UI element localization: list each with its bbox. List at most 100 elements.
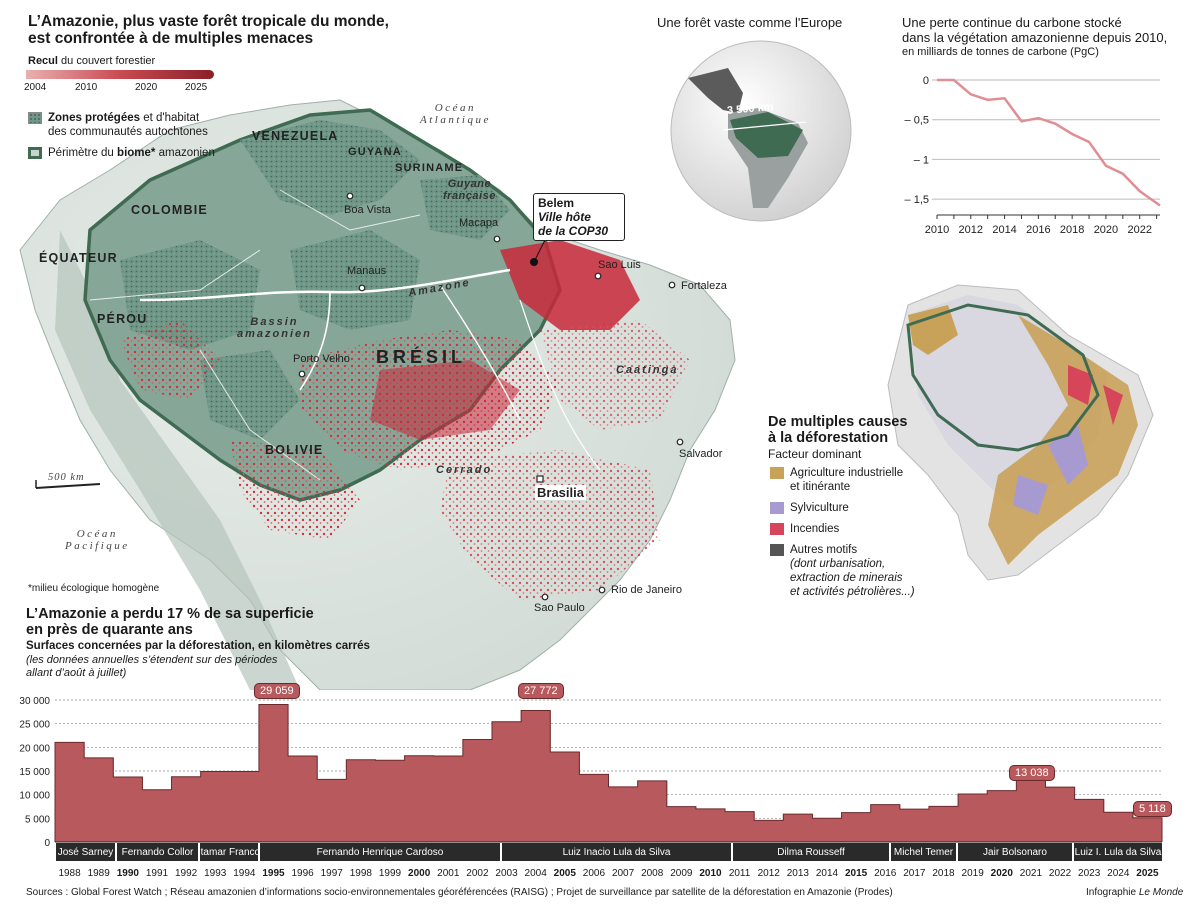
- forest-gradient-bar: [26, 70, 214, 79]
- year-label: 1997: [320, 868, 343, 879]
- agriculture-swatch-icon: [770, 467, 784, 479]
- sylviculture-swatch-icon: [770, 502, 784, 514]
- bar-2011: [725, 811, 755, 842]
- cause-sylviculture-label: Sylviculture: [790, 502, 849, 514]
- bar-1988: [55, 742, 85, 842]
- year-label: 2018: [932, 868, 955, 879]
- city-salvador: Salvador: [679, 448, 723, 460]
- year-2010: 2010: [75, 82, 98, 93]
- biome-legend-bold: biome*: [117, 147, 156, 159]
- footnote: *milieu écologique homogène: [28, 583, 160, 594]
- year-label: 2012: [757, 868, 780, 879]
- year-label: 2002: [466, 868, 489, 879]
- causes-subtitle: Facteur dominant: [768, 447, 862, 461]
- year-label: 1988: [58, 868, 81, 879]
- bar-1993: [200, 771, 231, 842]
- bar-2010: [695, 808, 726, 842]
- carbon-ytick-label: – 1,5: [905, 194, 929, 206]
- year-label: 1994: [233, 868, 256, 879]
- bar-2001: [433, 756, 464, 842]
- bar-2025: [1132, 817, 1163, 842]
- incendies-swatch-icon: [770, 523, 784, 535]
- globe: [670, 40, 852, 222]
- president-cardoso: Fernando Henrique Cardoso: [260, 843, 500, 861]
- year-label: 2006: [582, 868, 606, 879]
- bar-note-line1: (les données annuelles s’étendent sur de…: [26, 654, 278, 666]
- ocean-atl-line2: Atlantique: [420, 114, 491, 126]
- belem-line2: de la COP30: [538, 224, 609, 238]
- bar-2007: [608, 786, 639, 842]
- bar-2002: [462, 739, 493, 842]
- belem-callout: Belem Ville hôte de la COP30: [533, 193, 625, 241]
- year-label: 2019: [961, 868, 984, 879]
- cause-agriculture-line2: et itinérante: [790, 481, 851, 493]
- president-rousseff: Dilma Rousseff: [733, 843, 889, 861]
- ocean-atl-line1: Océan: [434, 102, 477, 114]
- year-label: 2020: [990, 868, 1013, 879]
- bar-1999: [375, 760, 406, 842]
- bar-ytick-label: 20 000: [19, 743, 50, 754]
- carbon-title: Une perte continue du carbone stocké dan…: [902, 15, 1167, 60]
- bar-ytick-label: 30 000: [19, 696, 50, 707]
- city-porto-velho: Porto Velho: [293, 353, 350, 365]
- bar-2019: [958, 794, 988, 842]
- causes-title: De multiples causes à la déforestation: [768, 414, 907, 446]
- forest-legend-title-bold: Recul: [28, 55, 58, 67]
- label-venezuela: VENEZUELA: [252, 129, 339, 143]
- carbon-line-chart: 0 – 0,5 – 1 – 1,5 2010 2012 2014 2016 2018 2020 20…: [905, 75, 1161, 236]
- year-label: 2025: [1136, 868, 1159, 879]
- protected-legend-bold: Zones protégées: [48, 112, 141, 124]
- label-guyana: GUYANA: [348, 146, 402, 158]
- year-label: 2013: [786, 868, 809, 879]
- causes-map: [887, 284, 1154, 581]
- carbon-series-line: [937, 78, 1161, 207]
- bar-1990: [113, 777, 143, 842]
- belem-name: Belem: [538, 196, 575, 210]
- year-2004: 2004: [24, 82, 47, 93]
- year-label: 2010: [699, 868, 722, 879]
- year-label: 2016: [874, 868, 897, 879]
- label-bassin: Bassin amazonien: [237, 316, 312, 340]
- label-guyane: Guyane française: [443, 178, 496, 202]
- bar-1989: [84, 757, 114, 842]
- cause-autres: Autres motifs (dont urbanisation, extrac…: [770, 543, 970, 599]
- bar-2005: [550, 752, 580, 842]
- year-label: 2007: [611, 868, 635, 879]
- bar-2014: [812, 818, 843, 842]
- cause-autres-line1: Autres motifs: [790, 544, 858, 556]
- bar-ytick-label: 5 000: [25, 814, 50, 825]
- ocean-pac-line1: Océan: [76, 528, 118, 540]
- bar-2015: [841, 812, 872, 842]
- biome-legend-rest2: amazonien: [158, 147, 215, 159]
- globe-title: Une forêt vaste comme l'Europe: [657, 15, 843, 30]
- carbon-ytick-label: – 0,5: [905, 115, 929, 127]
- label-bresil: BRÉSIL: [376, 347, 467, 367]
- president-temer: Michel Temer: [891, 843, 956, 861]
- bar-ytick-label: 0: [44, 838, 50, 849]
- forest-legend-years: 2004 2010 2020 2025: [20, 82, 220, 94]
- year-label: 2022: [1048, 868, 1072, 879]
- cause-autres-line2: (dont urbanisation,: [790, 558, 886, 570]
- city-fortaleza: Fortaleza: [681, 280, 727, 292]
- year-label: 1992: [174, 868, 198, 879]
- bar-2000: [404, 755, 435, 842]
- bar-title-line2: en près de quarante ans: [26, 622, 193, 638]
- year-label: 2003: [495, 868, 518, 879]
- forest-legend-title: Recul du couvert forestier: [28, 55, 155, 67]
- year-label: 1990: [116, 868, 139, 879]
- main-title-line2: est confrontée à de multiples menaces: [28, 30, 314, 47]
- bar-2017: [899, 809, 930, 842]
- year-label: 1989: [87, 868, 110, 879]
- carbon-xtick-label: 2012: [959, 224, 983, 236]
- bar-2006: [579, 774, 609, 842]
- year-label: 1995: [262, 868, 285, 879]
- cause-autres-line3: extraction de minerais: [790, 572, 903, 584]
- bar-2009: [666, 806, 697, 842]
- label-bassin-line1: Bassin: [250, 316, 299, 328]
- bar-chart-note: (les données annuelles s’étendent sur de…: [26, 654, 277, 680]
- bar-title-line1: L’Amazonie a perdu 17 % de sa superficie: [26, 606, 314, 622]
- year-label: 2021: [1019, 868, 1043, 879]
- cause-incendies-label: Incendies: [790, 523, 840, 535]
- year-label: 1991: [145, 868, 169, 879]
- president-franco: Itamar Franco: [200, 843, 258, 861]
